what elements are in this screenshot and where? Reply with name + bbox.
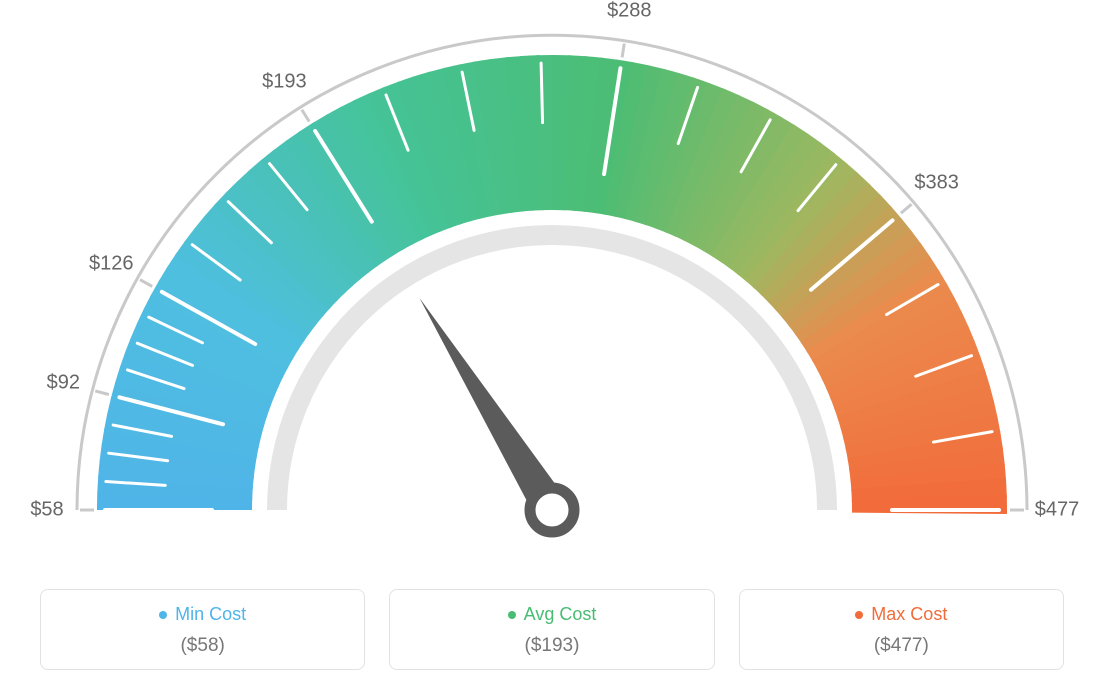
legend-avg-label-row: Avg Cost (508, 604, 597, 625)
gauge-tick-label: $288 (607, 0, 652, 22)
legend-card-avg: Avg Cost ($193) (389, 589, 714, 670)
gauge-tick-label: $383 (914, 171, 959, 194)
legend-max-label: Max Cost (871, 604, 947, 625)
gauge-tick-label: $92 (47, 371, 80, 394)
legend-avg-dot-icon (508, 611, 516, 619)
gauge-tick-label: $58 (30, 499, 63, 522)
legend-max-dot-icon (855, 611, 863, 619)
legend-max-value: ($477) (750, 635, 1053, 657)
legend-avg-label: Avg Cost (524, 604, 597, 625)
legend-max-label-row: Max Cost (855, 604, 947, 625)
gauge-chart-container: $58 $92 $126 $193 $288 $383 $477 Min Cost ($58… (0, 0, 1104, 690)
legend-min-value: ($58) (51, 635, 354, 657)
legend-min-label: Min Cost (175, 604, 246, 625)
legend-card-min: Min Cost ($58) (40, 589, 365, 670)
gauge-svg (0, 0, 1104, 560)
legend-min-label-row: Min Cost (159, 604, 246, 625)
gauge-tick-label: $193 (262, 70, 307, 93)
legend-row: Min Cost ($58) Avg Cost ($193) Max Cost … (40, 589, 1064, 670)
gauge-area: $58 $92 $126 $193 $288 $383 $477 (0, 0, 1104, 560)
legend-avg-value: ($193) (400, 635, 703, 657)
gauge-tick-label: $477 (1035, 499, 1080, 522)
legend-card-max: Max Cost ($477) (739, 589, 1064, 670)
gauge-tick-label: $126 (89, 252, 134, 275)
legend-min-dot-icon (159, 611, 167, 619)
